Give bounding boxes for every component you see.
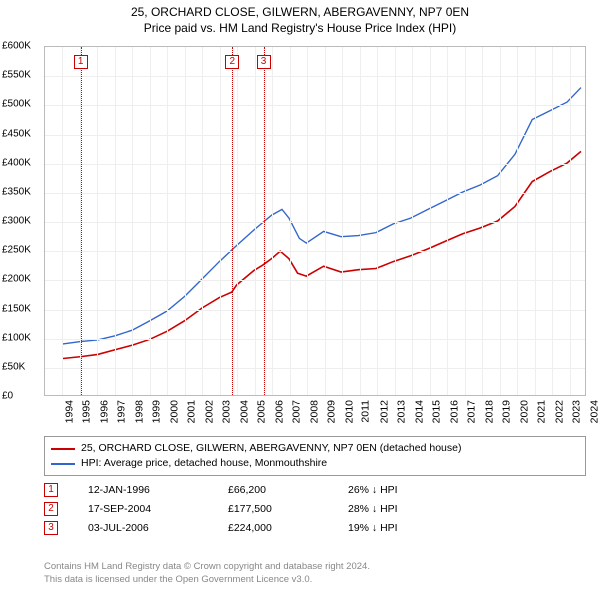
x-axis-label: 2008 [308, 400, 320, 423]
marker-label-1: 1 [74, 55, 88, 69]
y-axis-label: £200K [2, 274, 31, 285]
x-axis-label: 1997 [116, 400, 128, 423]
sale-date: 17-SEP-2004 [88, 503, 198, 515]
marker-line-3 [264, 47, 265, 395]
legend-text: HPI: Average price, detached house, Monm… [81, 456, 327, 471]
marker-line-2 [232, 47, 233, 395]
x-axis-label: 2021 [535, 400, 547, 423]
y-axis-label: £350K [2, 186, 31, 197]
sale-diff: 28% ↓ HPI [348, 503, 398, 515]
x-axis-label: 2015 [431, 400, 443, 423]
sale-price: £177,500 [228, 503, 318, 515]
x-axis-label: 2013 [396, 400, 408, 423]
sale-marker-num: 3 [44, 521, 58, 535]
x-axis-label: 2017 [465, 400, 477, 423]
sale-price: £224,000 [228, 522, 318, 534]
x-axis-label: 2000 [168, 400, 180, 423]
y-axis-label: £400K [2, 157, 31, 168]
legend: 25, ORCHARD CLOSE, GILWERN, ABERGAVENNY,… [44, 436, 586, 476]
legend-item: 25, ORCHARD CLOSE, GILWERN, ABERGAVENNY,… [51, 441, 579, 456]
x-axis-label: 2003 [221, 400, 233, 423]
y-axis-label: £450K [2, 128, 31, 139]
sale-diff: 26% ↓ HPI [348, 484, 398, 496]
marker-line-1 [81, 47, 82, 395]
x-axis-label: 1998 [133, 400, 145, 423]
x-axis-label: 2001 [186, 400, 198, 423]
sale-date: 12-JAN-1996 [88, 484, 198, 496]
x-axis-label: 2005 [256, 400, 268, 423]
x-axis-label: 2014 [413, 400, 425, 423]
x-axis-label: 2024 [588, 400, 600, 423]
sale-row: 3 03-JUL-2006 £224,000 19% ↓ HPI [44, 521, 586, 535]
footer-line1: Contains HM Land Registry data © Crown c… [44, 561, 370, 573]
y-axis-label: £300K [2, 216, 31, 227]
x-axis-label: 1999 [151, 400, 163, 423]
legend-item: HPI: Average price, detached house, Monm… [51, 456, 579, 471]
x-axis-label: 2012 [378, 400, 390, 423]
y-axis-label: £0 [2, 391, 13, 402]
legend-swatch [51, 448, 75, 450]
x-axis-label: 2007 [291, 400, 303, 423]
x-axis-label: 2016 [448, 400, 460, 423]
x-axis-label: 2006 [273, 400, 285, 423]
y-axis-label: £550K [2, 70, 31, 81]
x-axis-label: 2004 [238, 400, 250, 423]
x-axis-label: 2020 [518, 400, 530, 423]
x-axis-label: 1995 [81, 400, 93, 423]
x-axis-label: 1996 [98, 400, 110, 423]
x-axis-label: 2022 [553, 400, 565, 423]
series-price_paid [63, 151, 581, 358]
footer: Contains HM Land Registry data © Crown c… [44, 561, 370, 586]
marker-label-3: 3 [257, 55, 271, 69]
x-axis-label: 2002 [203, 400, 215, 423]
y-axis-label: £50K [2, 361, 25, 372]
sales-table: 1 12-JAN-1996 £66,200 26% ↓ HPI 2 17-SEP-2004… [44, 478, 586, 540]
chart-area: 1 2 3 [44, 46, 586, 396]
title-line2: Price paid vs. HM Land Registry's House … [0, 20, 600, 36]
sale-marker-num: 1 [44, 483, 58, 497]
sale-price: £66,200 [228, 484, 318, 496]
legend-text: 25, ORCHARD CLOSE, GILWERN, ABERGAVENNY,… [81, 441, 461, 456]
x-axis-label: 2023 [570, 400, 582, 423]
sale-row: 1 12-JAN-1996 £66,200 26% ↓ HPI [44, 483, 586, 497]
x-axis-label: 2011 [360, 400, 372, 423]
sale-marker-num: 2 [44, 502, 58, 516]
y-axis-label: £150K [2, 303, 31, 314]
sale-diff: 19% ↓ HPI [348, 522, 398, 534]
x-axis-label: 2009 [326, 400, 338, 423]
sale-date: 03-JUL-2006 [88, 522, 198, 534]
x-axis-label: 2019 [500, 400, 512, 423]
x-axis-label: 1994 [63, 400, 75, 423]
x-axis-label: 2018 [483, 400, 495, 423]
title-line1: 25, ORCHARD CLOSE, GILWERN, ABERGAVENNY,… [0, 4, 600, 20]
marker-label-2: 2 [225, 55, 239, 69]
y-axis-label: £500K [2, 99, 31, 110]
footer-line2: This data is licensed under the Open Gov… [44, 574, 370, 586]
legend-swatch [51, 463, 75, 465]
y-axis-label: £100K [2, 332, 31, 343]
x-axis-label: 2010 [343, 400, 355, 423]
plot-svg [45, 47, 585, 395]
y-axis-label: £600K [2, 41, 31, 52]
y-axis-label: £250K [2, 245, 31, 256]
sale-row: 2 17-SEP-2004 £177,500 28% ↓ HPI [44, 502, 586, 516]
